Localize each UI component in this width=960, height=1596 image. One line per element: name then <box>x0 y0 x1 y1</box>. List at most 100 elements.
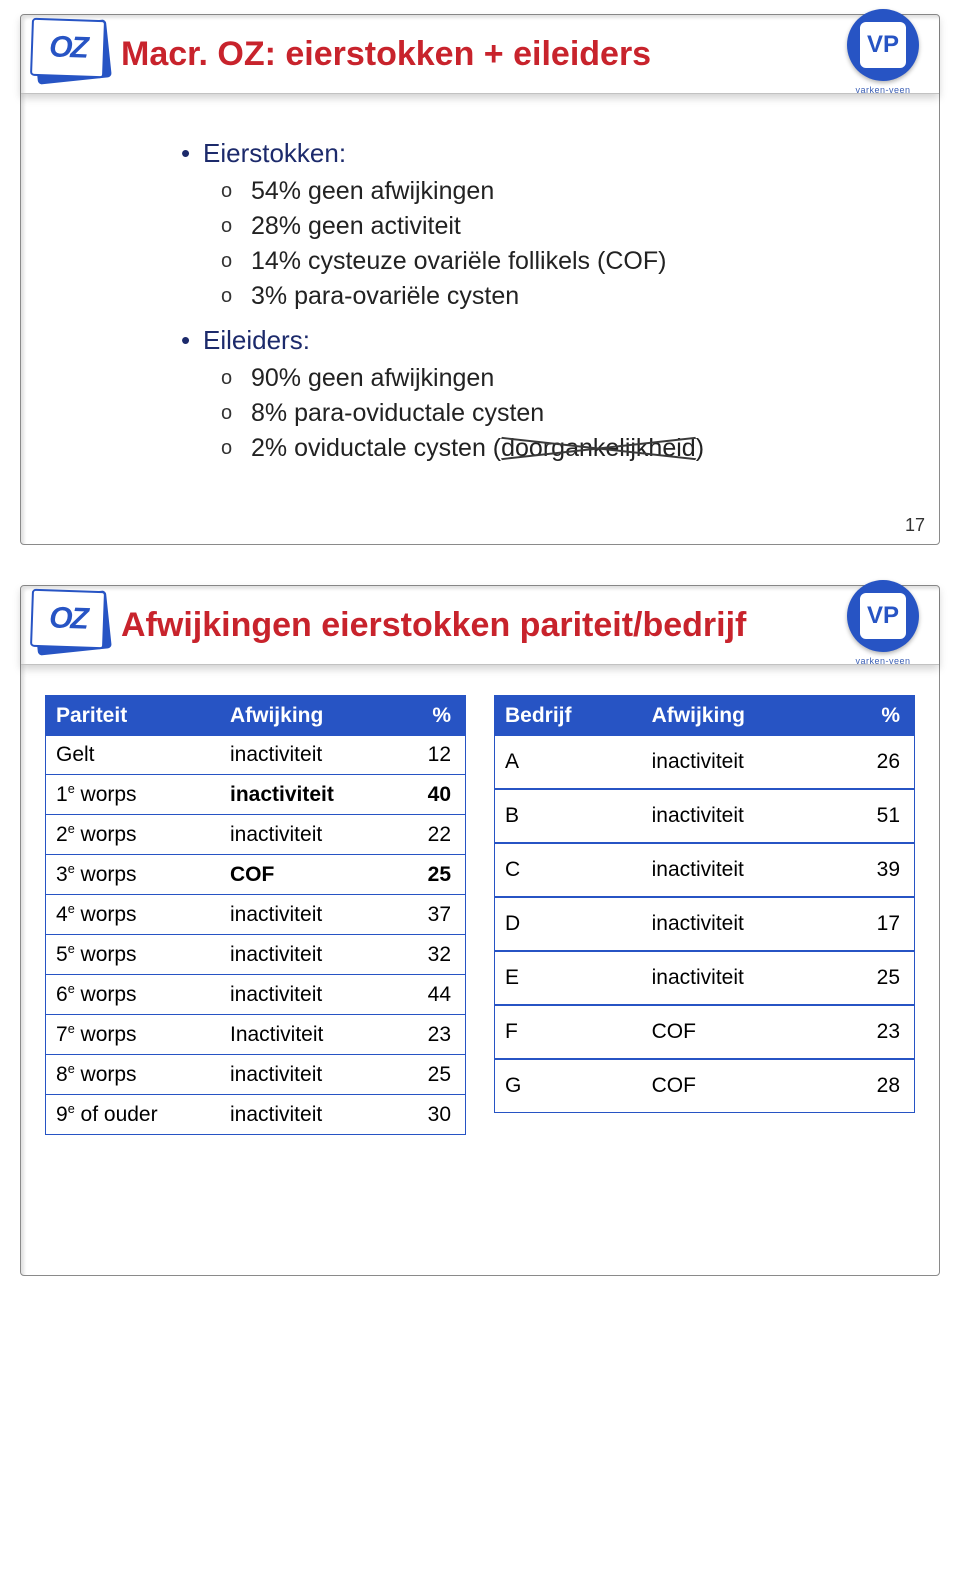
logo-oz-icon: OZ <box>29 17 111 83</box>
th-afwijking: Afwijking <box>220 696 397 736</box>
cell-afwijking: inactiviteit <box>642 736 834 790</box>
cell-afwijking: inactiviteit <box>220 736 397 775</box>
cell-pct: 26 <box>834 736 914 790</box>
cell-bedrijf: E <box>495 952 642 1006</box>
table-row: Dinactiviteit17 <box>495 898 914 952</box>
cell-afwijking: inactiviteit <box>220 935 397 975</box>
sub-bullet: 28% geen activiteit <box>221 212 889 241</box>
table-row: 8e worpsinactiviteit25 <box>46 1055 465 1095</box>
table-row: 1e worpsinactiviteit40 <box>46 775 465 815</box>
cell-pct: 30 <box>397 1095 465 1134</box>
cell-afwijking: inactiviteit <box>220 1055 397 1095</box>
sub-bullet: 2% oviductale cysten (doorgankelijkheid) <box>221 434 889 463</box>
cell-pct: 23 <box>397 1015 465 1055</box>
logo-oz-icon: OZ <box>29 588 111 654</box>
slide1-number: 17 <box>905 515 925 536</box>
cell-pct: 40 <box>397 775 465 815</box>
table-row: 5e worpsinactiviteit32 <box>46 935 465 975</box>
cell-pct: 12 <box>397 736 465 775</box>
slide2-title-bar: OZ Afwijkingen eierstokken pariteit/bedr… <box>21 586 939 665</box>
sub-bullet: 90% geen afwijkingen <box>221 364 889 393</box>
cell-bedrijf: A <box>495 736 642 790</box>
sub-bullet: 8% para-oviductale cysten <box>221 399 889 428</box>
cell-afwijking: inactiviteit <box>220 1095 397 1134</box>
table-row: FCOF23 <box>495 1006 914 1060</box>
table-bedrijf: Bedrijf Afwijking % Ainactiviteit26Binac… <box>494 695 915 1113</box>
slide1-title-bar: OZ Macr. OZ: eierstokken + eileiders VP … <box>21 15 939 94</box>
th-bedrijf: Bedrijf <box>495 696 642 736</box>
cell-afwijking: inactiviteit <box>220 975 397 1015</box>
cell-bedrijf: F <box>495 1006 642 1060</box>
cell-afwijking: inactiviteit <box>642 952 834 1006</box>
cell-bedrijf: B <box>495 790 642 844</box>
table-row: Einactiviteit25 <box>495 952 914 1006</box>
cell-pct: 17 <box>834 898 914 952</box>
slide2-title: Afwijkingen eierstokken pariteit/bedrijf <box>121 606 746 645</box>
cell-afwijking: COF <box>642 1006 834 1060</box>
cell-afwijking: inactiviteit <box>220 895 397 935</box>
cell-afwijking: inactiviteit <box>220 815 397 855</box>
section-heading: Eileiders: <box>181 325 889 356</box>
sub-bullet: 3% para-ovariële cysten <box>221 282 889 311</box>
cell-pariteit: 6e worps <box>46 975 220 1015</box>
table-row: 2e worpsinactiviteit22 <box>46 815 465 855</box>
table-row: 3e worpsCOF25 <box>46 855 465 895</box>
table-row: Geltinactiviteit12 <box>46 736 465 775</box>
slide1-title: Macr. OZ: eierstokken + eileiders <box>121 35 651 74</box>
cell-pct: 37 <box>397 895 465 935</box>
sub-bullet: 14% cysteuze ovariële follikels (COF) <box>221 247 889 276</box>
table-row: 6e worpsinactiviteit44 <box>46 975 465 1015</box>
cell-pariteit: 3e worps <box>46 855 220 895</box>
cell-bedrijf: C <box>495 844 642 898</box>
cell-pct: 25 <box>397 855 465 895</box>
cell-afwijking: Inactiviteit <box>220 1015 397 1055</box>
logo-vp-letters: VP <box>860 22 906 68</box>
cell-pariteit: 7e worps <box>46 1015 220 1055</box>
cell-afwijking: COF <box>642 1060 834 1112</box>
slide1-body: Eierstokken: 54% geen afwijkingen 28% geen… <box>21 94 939 544</box>
cell-pariteit: 2e worps <box>46 815 220 855</box>
cell-pariteit: 9e of ouder <box>46 1095 220 1134</box>
table-row: 7e worpsInactiviteit23 <box>46 1015 465 1055</box>
cell-pariteit: 5e worps <box>46 935 220 975</box>
cell-pct: 44 <box>397 975 465 1015</box>
cell-afwijking: inactiviteit <box>642 844 834 898</box>
cell-pariteit: 4e worps <box>46 895 220 935</box>
table-row: 9e of ouderinactiviteit30 <box>46 1095 465 1134</box>
slide-1: OZ Macr. OZ: eierstokken + eileiders VP … <box>20 14 940 545</box>
cell-pct: 25 <box>397 1055 465 1095</box>
table-row: GCOF28 <box>495 1060 914 1112</box>
cell-pariteit: 8e worps <box>46 1055 220 1095</box>
th-pct: % <box>834 696 914 736</box>
cell-pct: 25 <box>834 952 914 1006</box>
table-row: Ainactiviteit26 <box>495 736 914 790</box>
cell-pct: 23 <box>834 1006 914 1060</box>
cell-afwijking: COF <box>220 855 397 895</box>
cell-pct: 28 <box>834 1060 914 1112</box>
table-row: 4e worpsinactiviteit37 <box>46 895 465 935</box>
table-row: Cinactiviteit39 <box>495 844 914 898</box>
cell-afwijking: inactiviteit <box>642 898 834 952</box>
th-afwijking: Afwijking <box>642 696 834 736</box>
sub-bullet: 54% geen afwijkingen <box>221 177 889 206</box>
cell-bedrijf: G <box>495 1060 642 1112</box>
cell-pariteit: 1e worps <box>46 775 220 815</box>
slide-2: OZ Afwijkingen eierstokken pariteit/bedr… <box>20 585 940 1276</box>
cell-pct: 51 <box>834 790 914 844</box>
section-heading: Eierstokken: <box>181 138 889 169</box>
th-pct: % <box>397 696 465 736</box>
table-pariteit: Pariteit Afwijking % Geltinactiviteit121… <box>45 695 466 1135</box>
cell-pariteit: Gelt <box>46 736 220 775</box>
cell-bedrijf: D <box>495 898 642 952</box>
cell-afwijking: inactiviteit <box>220 775 397 815</box>
cell-pct: 32 <box>397 935 465 975</box>
cell-pct: 22 <box>397 815 465 855</box>
logo-oz-text: OZ <box>49 30 88 65</box>
slide2-body: Pariteit Afwijking % Geltinactiviteit121… <box>21 665 939 1275</box>
cell-afwijking: inactiviteit <box>642 790 834 844</box>
slide1-content-root: Eierstokken: 54% geen afwijkingen 28% geen… <box>181 138 889 463</box>
table-row: Binactiviteit51 <box>495 790 914 844</box>
cell-pct: 39 <box>834 844 914 898</box>
th-pariteit: Pariteit <box>46 696 220 736</box>
crossed-out-text: (doorgankelijkheid) <box>493 434 704 463</box>
